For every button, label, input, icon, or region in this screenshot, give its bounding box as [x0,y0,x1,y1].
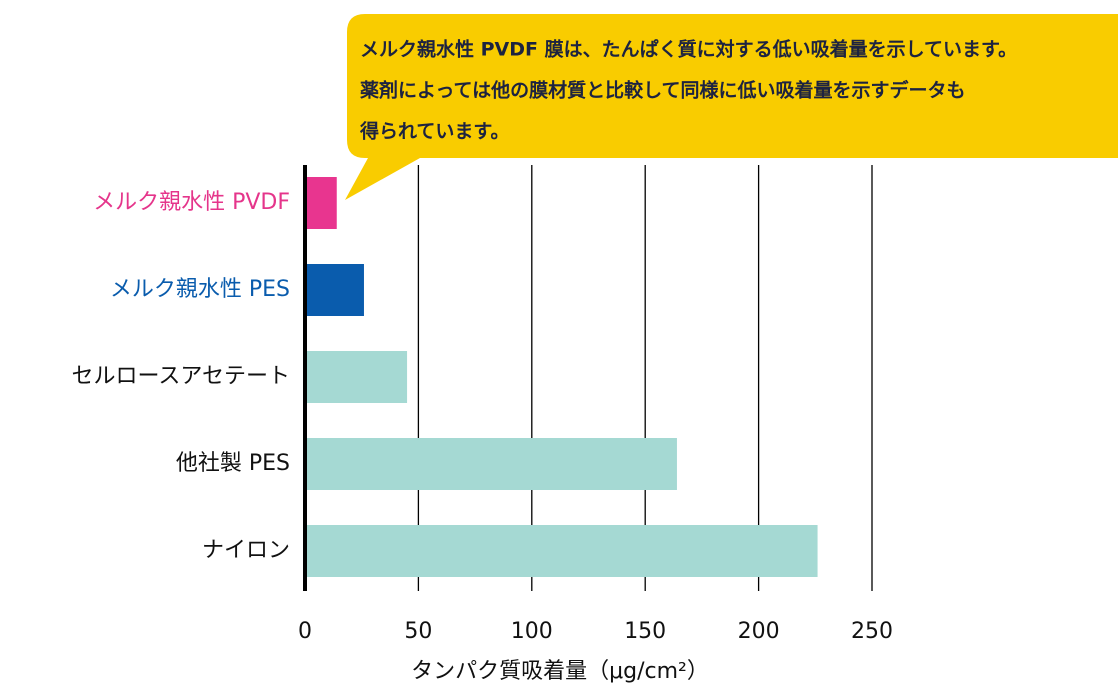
x-tick-label: 250 [851,619,893,644]
bar [305,177,337,229]
callout-text: 薬剤によっては他の膜材質と比較して同様に低い吸着量を示すデータも [359,79,966,102]
bar [305,264,364,316]
x-tick-label: 150 [624,619,666,644]
bar [305,351,408,403]
y-tick-label: セルロースアセテート [72,364,290,389]
bar [305,525,818,577]
x-axis-label: タンパク質吸着量（μg/cm²） [411,659,709,684]
y-tick-label: ナイロン [202,538,290,563]
x-tick-label: 100 [511,619,553,644]
callout [345,14,1118,200]
bar [305,438,677,490]
x-tick-label: 50 [404,619,432,644]
y-tick-label: メルク親水性 PVDF [93,190,290,215]
labels: 0 50 100 150 200 250 メルク親水性 PVDF メルク親水性 PES セルロー… [72,190,893,644]
callout-text: メルク親水性 PVDF 膜は、たんぱく質に対する低い吸着量を示しています。 [360,38,1017,61]
x-tick-label: 0 [298,619,312,644]
callout-text: 得られています。 [359,120,510,143]
y-tick-label: 他社製 PES [176,451,290,476]
y-tick-label: メルク親水性 PES [110,277,290,302]
bars [305,177,818,577]
x-tick-label: 200 [738,619,780,644]
